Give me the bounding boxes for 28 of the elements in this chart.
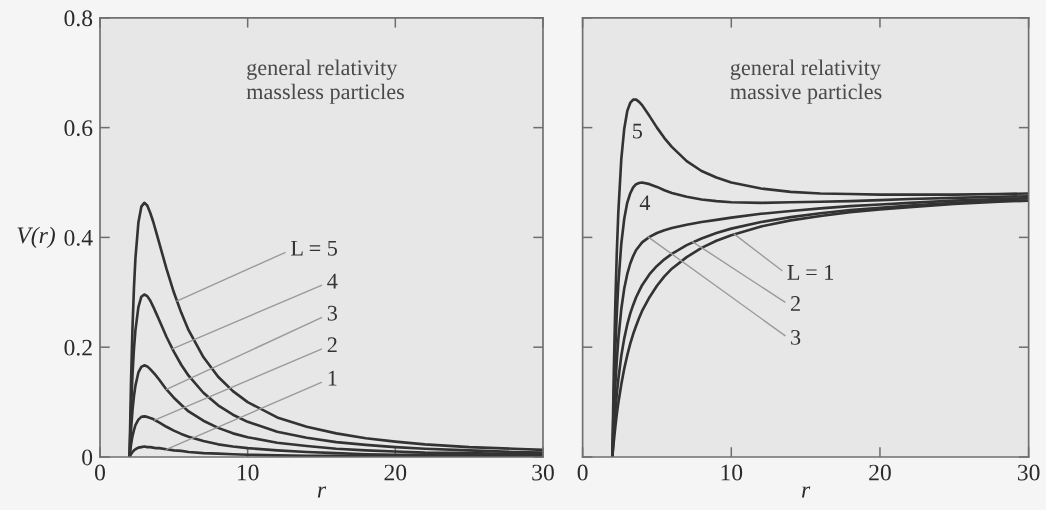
- x-tick-label: 30: [532, 464, 554, 481]
- x-tick-label: 20: [384, 464, 407, 481]
- text: general relativity massless particles: [246, 59, 404, 104]
- annotation: 2: [327, 337, 337, 353]
- x-axis-title: r: [317, 486, 327, 498]
- annotation: 4: [327, 273, 338, 289]
- text: general relativity massive particles: [730, 59, 882, 104]
- y-tick-label: 0.4: [64, 229, 93, 246]
- x-axis-title: r: [801, 486, 811, 498]
- annotation: 2: [790, 296, 800, 311]
- x-tick-label: 30: [1017, 464, 1040, 481]
- annotation: 5: [633, 123, 643, 139]
- y-tick-label: 0.8: [64, 10, 93, 27]
- x-tick-label: 10: [237, 464, 259, 481]
- annotation: 3: [791, 329, 801, 345]
- annotation: 4: [639, 195, 651, 211]
- x-tick-label: 0: [95, 464, 105, 481]
- annotation: 1: [328, 370, 337, 386]
- y-tick-label: 0.6: [64, 120, 93, 137]
- annotation: 3: [327, 305, 338, 321]
- annotation: L = 1: [787, 264, 834, 280]
- y-tick-label: 0: [82, 449, 93, 466]
- x-tick-label: 20: [869, 464, 891, 481]
- annotation: L = 5: [291, 240, 338, 256]
- x-tick-label: 0: [577, 464, 588, 481]
- y-axis-title: V(r): [17, 226, 55, 249]
- y-tick-label: 0.2: [64, 339, 92, 356]
- x-tick-label: 10: [721, 464, 743, 481]
